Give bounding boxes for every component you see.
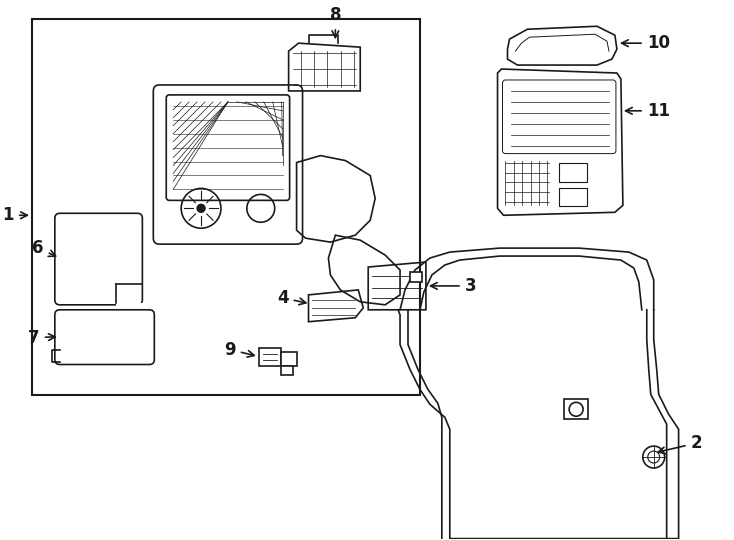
Text: 4: 4 — [277, 289, 306, 307]
Bar — [117, 282, 137, 300]
Bar — [280, 352, 297, 366]
Text: 2: 2 — [658, 434, 702, 454]
Text: 1: 1 — [2, 206, 27, 224]
Text: 11: 11 — [625, 102, 669, 120]
Bar — [259, 348, 280, 366]
Text: 6: 6 — [32, 239, 56, 257]
Text: 10: 10 — [622, 34, 669, 52]
Text: 9: 9 — [225, 341, 254, 359]
Bar — [280, 366, 293, 375]
Bar — [559, 188, 587, 206]
Text: 5: 5 — [184, 152, 200, 184]
FancyBboxPatch shape — [55, 213, 142, 305]
Text: 8: 8 — [330, 6, 341, 38]
FancyBboxPatch shape — [153, 85, 302, 244]
Bar — [32, 19, 420, 395]
Bar — [564, 400, 588, 419]
FancyBboxPatch shape — [167, 95, 290, 200]
FancyBboxPatch shape — [503, 80, 616, 153]
Text: 7: 7 — [29, 329, 55, 347]
Circle shape — [197, 204, 205, 212]
Text: 3: 3 — [431, 277, 476, 295]
FancyBboxPatch shape — [55, 310, 154, 364]
Bar — [559, 163, 587, 183]
Bar — [410, 272, 422, 282]
